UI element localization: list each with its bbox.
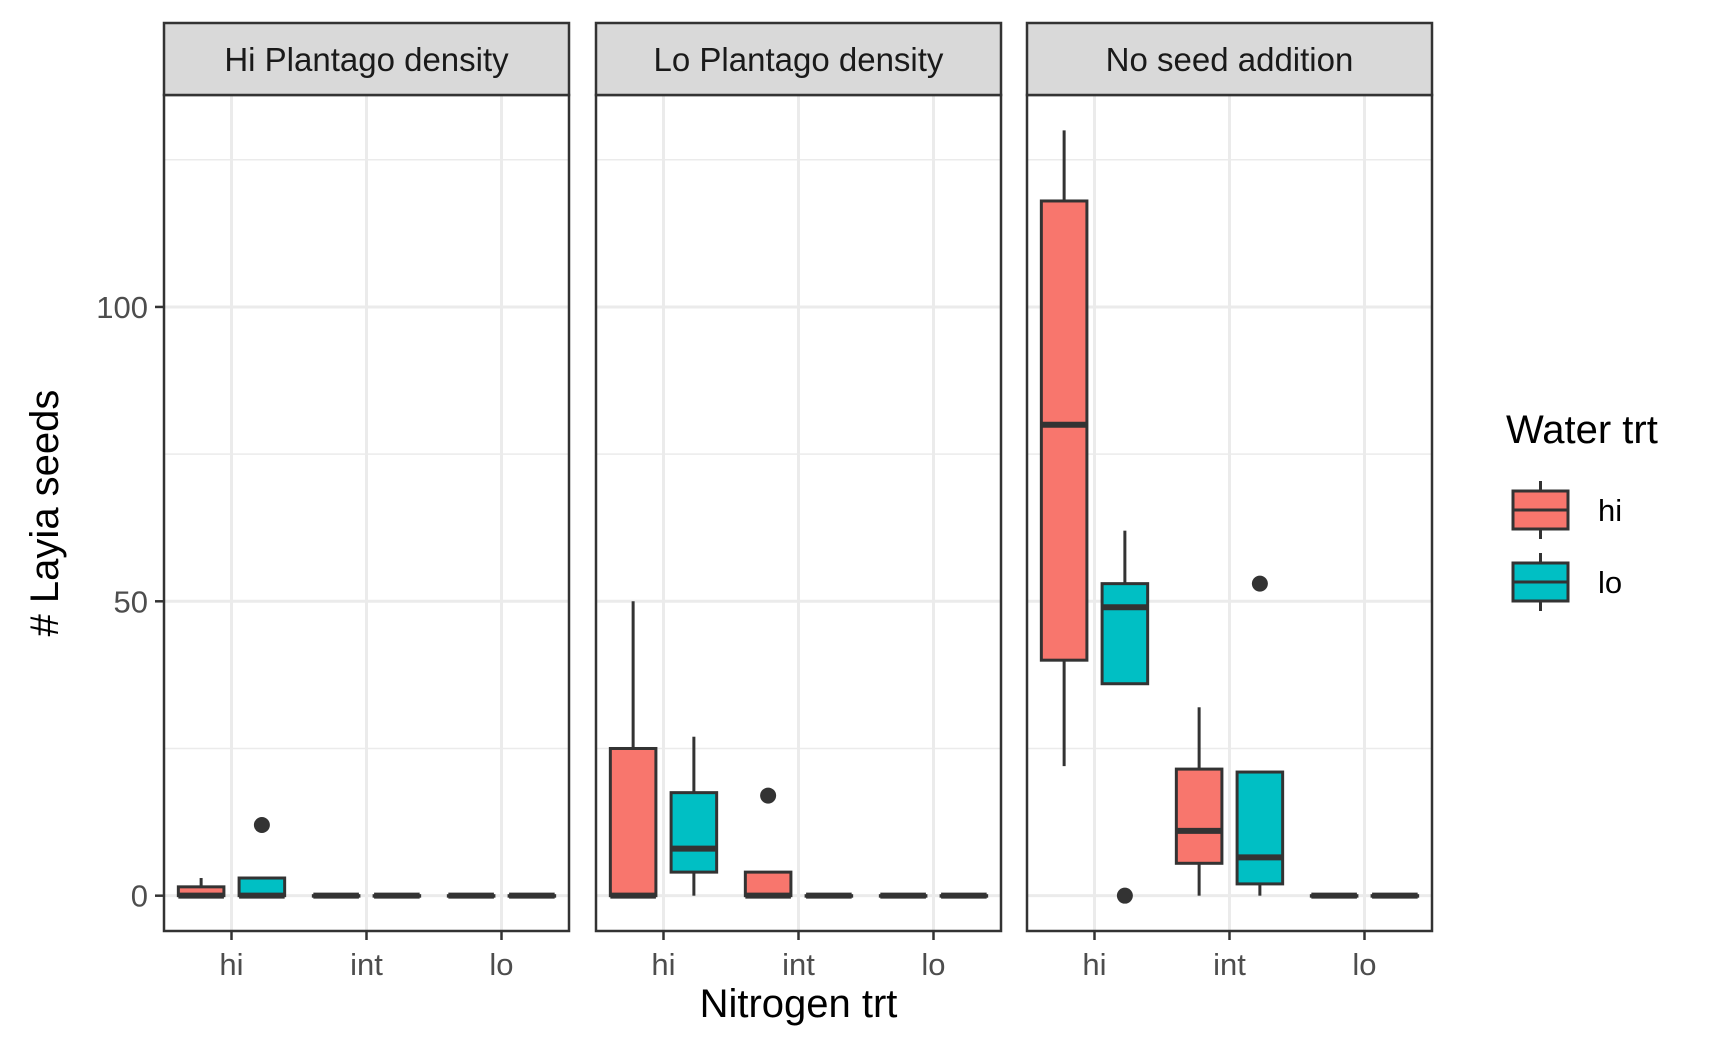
x-axis-title: Nitrogen trt	[700, 982, 898, 1026]
x-tick-label: int	[1213, 947, 1246, 982]
box-int-lo	[372, 892, 422, 899]
box-lo-hi	[878, 892, 928, 899]
outlier-point	[760, 787, 777, 804]
box-body	[1235, 770, 1285, 886]
outlier-point	[253, 817, 270, 834]
box-int-hi	[1174, 707, 1224, 896]
box-body	[1100, 582, 1150, 686]
box-body	[608, 746, 658, 898]
facet-strip-label: Lo Plantago density	[654, 41, 944, 78]
facet-strip-label: Hi Plantago density	[224, 41, 509, 78]
legend-title: Water trt	[1506, 408, 1658, 452]
box-lo-lo	[507, 892, 557, 899]
legend-key-lo	[1511, 553, 1570, 611]
box-lo-lo	[1370, 892, 1420, 899]
box-lo-lo	[939, 892, 989, 899]
box-hi-lo	[237, 817, 287, 899]
y-tick-label: 50	[114, 584, 148, 619]
x-tick-label: lo	[1352, 947, 1376, 982]
box-body	[1039, 199, 1089, 662]
box-lo-hi	[446, 892, 496, 899]
box-int-lo	[1235, 575, 1285, 896]
box-int-lo	[804, 892, 854, 899]
facet-panel: Lo Plantago density hi int lo	[594, 21, 1003, 982]
x-tick-label: lo	[921, 947, 945, 982]
x-tick-label: int	[782, 947, 815, 982]
box-hi-hi	[608, 601, 658, 899]
y-tick-label: 0	[131, 879, 148, 914]
box-hi-lo	[1100, 530, 1150, 904]
facet-strip	[1025, 21, 1434, 97]
y-axis-title: # Layia seeds	[23, 390, 67, 637]
facet-strip	[594, 21, 1003, 97]
facet-strip	[162, 21, 571, 97]
box-hi-hi	[176, 878, 226, 899]
x-tick-label: hi	[219, 947, 243, 982]
box-hi-hi	[1039, 130, 1089, 767]
box-int-hi	[743, 787, 793, 899]
legend: Water trt hi lo	[1506, 408, 1658, 611]
outlier-point	[1116, 887, 1133, 904]
box-body	[743, 870, 793, 898]
x-tick-label: int	[350, 947, 383, 982]
x-tick-label: lo	[489, 947, 513, 982]
legend-key-hi	[1511, 481, 1570, 539]
legend-label: lo	[1598, 565, 1622, 600]
box-lo-hi	[1309, 892, 1359, 899]
legend-label: hi	[1598, 493, 1622, 528]
x-tick-label: hi	[1082, 947, 1106, 982]
box-hi-lo	[669, 736, 719, 896]
outlier-point	[1251, 575, 1268, 592]
box-int-hi	[311, 892, 361, 899]
facet-panel: No seed addition hi int lo	[1025, 21, 1434, 982]
facet-strip-label: No seed addition	[1106, 41, 1354, 78]
box-body	[669, 791, 719, 874]
x-tick-label: hi	[651, 947, 675, 982]
facet-panel: Hi Plantago density hi int lo	[162, 21, 571, 982]
box-body	[1174, 767, 1224, 865]
y-tick-label: 100	[96, 290, 148, 325]
